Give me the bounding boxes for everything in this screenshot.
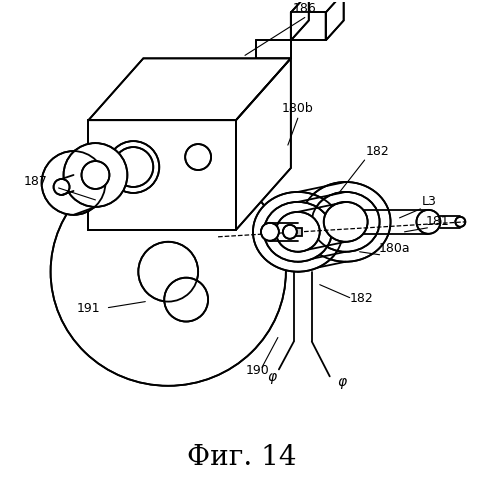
Circle shape xyxy=(113,147,153,187)
Text: 190: 190 xyxy=(246,364,270,377)
Ellipse shape xyxy=(455,217,465,227)
Ellipse shape xyxy=(54,179,70,195)
Text: 191: 191 xyxy=(76,301,100,314)
Polygon shape xyxy=(291,0,309,40)
Text: 180b: 180b xyxy=(282,102,314,115)
Text: φ: φ xyxy=(337,375,346,389)
Circle shape xyxy=(283,225,297,239)
Ellipse shape xyxy=(264,202,332,262)
Ellipse shape xyxy=(42,151,106,215)
Ellipse shape xyxy=(63,143,127,207)
Polygon shape xyxy=(236,58,291,230)
Circle shape xyxy=(107,141,159,193)
Ellipse shape xyxy=(276,212,320,252)
Text: 181: 181 xyxy=(425,215,449,228)
Circle shape xyxy=(164,277,208,321)
Circle shape xyxy=(185,144,211,170)
Polygon shape xyxy=(89,120,236,230)
Text: 187: 187 xyxy=(24,175,47,188)
Polygon shape xyxy=(326,0,344,40)
Polygon shape xyxy=(256,12,326,58)
Ellipse shape xyxy=(301,182,391,262)
Ellipse shape xyxy=(51,158,286,386)
Text: 186: 186 xyxy=(293,2,317,15)
Bar xyxy=(294,228,302,236)
Ellipse shape xyxy=(416,210,440,234)
Ellipse shape xyxy=(324,202,368,242)
Ellipse shape xyxy=(253,192,343,271)
Circle shape xyxy=(81,161,109,189)
Text: 182: 182 xyxy=(366,145,390,158)
Text: 182: 182 xyxy=(350,291,374,304)
Text: L3: L3 xyxy=(422,195,437,208)
Text: φ: φ xyxy=(267,370,276,384)
Polygon shape xyxy=(89,58,291,120)
Ellipse shape xyxy=(261,223,279,241)
Ellipse shape xyxy=(312,192,379,252)
Text: 180a: 180a xyxy=(378,242,410,255)
Text: Фиг. 14: Фиг. 14 xyxy=(187,444,297,471)
Circle shape xyxy=(138,242,198,301)
